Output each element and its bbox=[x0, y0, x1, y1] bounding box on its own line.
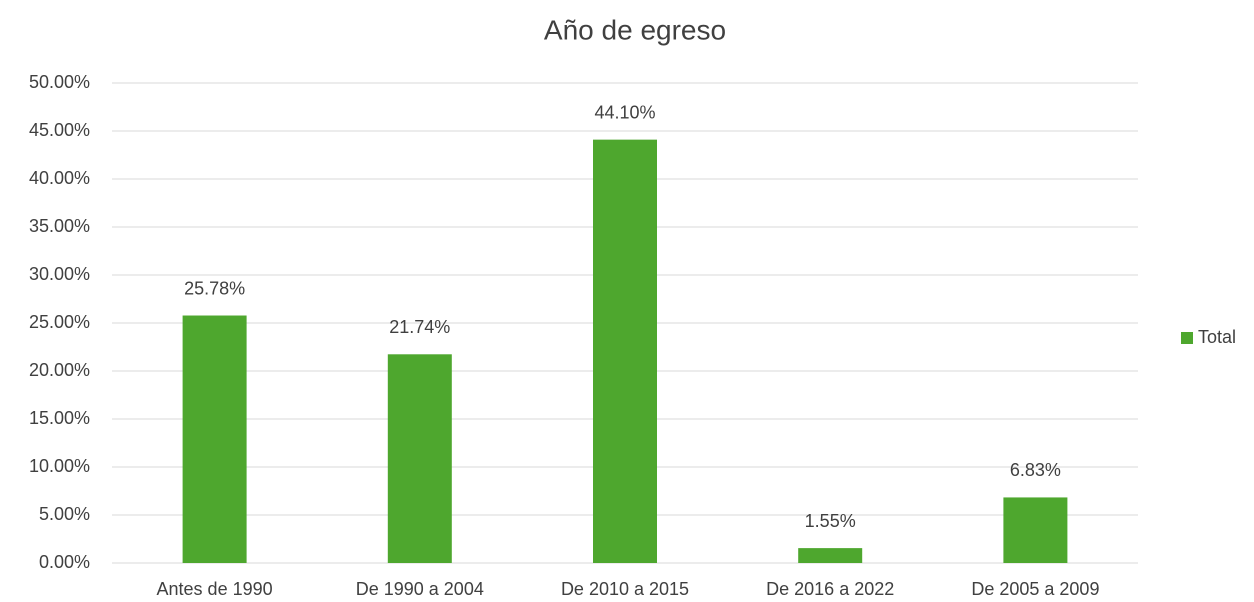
bar bbox=[1003, 497, 1068, 563]
y-tick-label: 20.00% bbox=[29, 360, 90, 380]
data-label: 1.55% bbox=[805, 511, 856, 531]
x-tick-label: De 2010 a 2015 bbox=[561, 579, 689, 599]
y-tick-label: 40.00% bbox=[29, 168, 90, 188]
x-tick-label: De 2016 a 2022 bbox=[766, 579, 894, 599]
y-tick-label: 15.00% bbox=[29, 408, 90, 428]
bar bbox=[593, 139, 657, 563]
bar bbox=[182, 315, 247, 563]
y-tick-label: 35.00% bbox=[29, 216, 90, 236]
y-tick-label: 0.00% bbox=[39, 552, 90, 572]
x-tick-label: De 2005 a 2009 bbox=[971, 579, 1099, 599]
y-tick-label: 45.00% bbox=[29, 120, 90, 140]
y-tick-label: 30.00% bbox=[29, 264, 90, 284]
y-tick-label: 5.00% bbox=[39, 504, 90, 524]
y-tick-label: 10.00% bbox=[29, 456, 90, 476]
data-label: 25.78% bbox=[184, 278, 245, 298]
legend-label: Total bbox=[1198, 327, 1236, 347]
y-tick-label: 25.00% bbox=[29, 312, 90, 332]
y-tick-label: 50.00% bbox=[29, 72, 90, 92]
data-label: 44.10% bbox=[594, 102, 655, 122]
data-label: 6.83% bbox=[1010, 460, 1061, 480]
data-label: 21.74% bbox=[389, 317, 450, 337]
legend-swatch bbox=[1181, 332, 1193, 344]
bar bbox=[387, 354, 452, 563]
x-tick-label: De 1990 a 2004 bbox=[356, 579, 484, 599]
chart-title: Año de egreso bbox=[544, 14, 726, 45]
bar bbox=[798, 548, 863, 563]
x-tick-label: Antes de 1990 bbox=[157, 579, 273, 599]
